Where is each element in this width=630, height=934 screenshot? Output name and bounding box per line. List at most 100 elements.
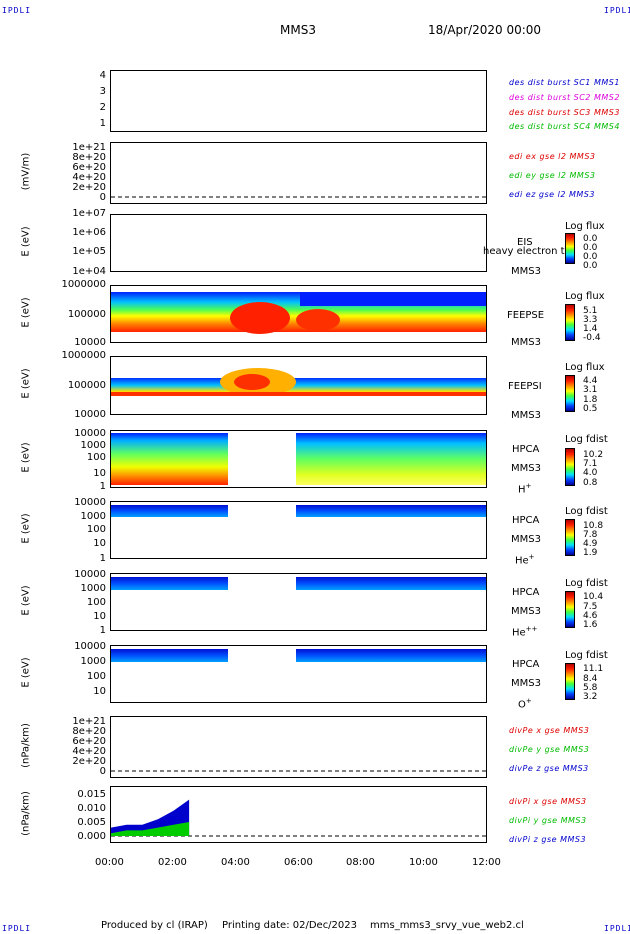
panel-2-frame [110,142,487,204]
x-tick-label: 06:00 [284,857,313,868]
p7-tick: 10000 [74,497,106,508]
p1-tick: 3 [99,86,106,97]
p3-colorbar-value: 0.0 [583,234,598,244]
p9-tick: 10 [93,686,106,697]
p6-species-charge: + [525,482,532,490]
p6-instrument-label: HPCA [512,444,540,455]
p8-tick: 10 [93,611,106,622]
p7-colorbar-value: 4.9 [583,539,598,549]
p8-species-label: He++ [512,625,537,638]
divpi-series-area [111,822,190,836]
p3-tick: 1e+07 [72,208,106,219]
corner-label-bl: IPDLI [2,924,32,933]
x-tick-label: 04:00 [221,857,250,868]
p5-colorbar-value: 3.1 [583,385,598,395]
p10-legend-entry: divPe x gse MMS3 [509,726,590,735]
p7-colorbar-value: 10.8 [583,521,604,531]
p9-colorbar-value: 11.1 [583,664,604,674]
p3-spacecraft-label: MMS3 [511,266,541,277]
datetime-title: 18/Apr/2020 00:00 [428,23,542,37]
p10-legend-entry: divPe z gse MMS3 [509,764,589,773]
p8-colorbar-title: Log fdist [565,578,608,589]
p3-instrument-label: EIS [517,237,533,248]
p7-species-name: He [515,555,529,567]
p8-instrument-label: HPCA [512,587,540,598]
p9-colorbar [565,663,575,700]
p4-tick: 1000000 [61,279,106,290]
p2-tick: 0 [99,192,106,203]
p1-tick: 1 [99,118,106,129]
p1-legend-entry: des dist burst SC4 MMS4 [509,122,620,131]
p5-tick: 10000 [74,409,106,420]
hpca-h-spectrogram-seg2 [296,433,486,485]
p5-instrument-label: FEEPSI [508,381,542,392]
x-tick-label: 02:00 [158,857,187,868]
p3-tick: 1e+06 [72,227,106,238]
p2-tick: 2e+20 [72,182,106,193]
hpca-heplus-band-seg1 [111,505,228,517]
p11-tick: 0.005 [77,817,106,828]
p4-colorbar-value: 5.1 [583,306,598,316]
panel-10-frame [110,716,487,778]
p9-species-charge: + [525,697,532,705]
p5-spacecraft-label: MMS3 [511,410,541,421]
p8-tick: 1000 [80,583,106,594]
p1-tick: 2 [99,102,106,113]
p8-colorbar [565,591,575,628]
p9-colorbar-value: 3.2 [583,692,598,702]
p10-tick: 0 [99,766,106,777]
corner-label-tr: IPDLI [604,6,630,15]
p4-colorbar-value: 1.4 [583,324,598,334]
p8-colorbar-value: 4.6 [583,611,598,621]
p7-tick: 10 [93,538,106,549]
p6-tick: 1000 [80,440,106,451]
p8-species-name: He [512,627,526,639]
p6-spacecraft-label: MMS3 [511,463,541,474]
p9-species-name: O [518,699,526,711]
p6-colorbar [565,448,575,486]
p11-tick: 0.000 [77,831,106,842]
hpca-heplusplus-band-seg2 [296,577,486,590]
p8-spacecraft-label: MMS3 [511,606,541,617]
p2-legend-entry: edi ez gse l2 MMS3 [509,190,595,199]
p7-colorbar-value: 7.8 [583,530,598,540]
p4-colorbar [565,304,575,341]
p5-tick: 1000000 [61,350,106,361]
hpca-heplus-band-seg2 [296,505,486,517]
p6-tick: 100 [86,452,106,463]
p3-overlay-text: heavy electron to [483,246,571,257]
p6-tick: 10 [93,468,106,479]
x-tick-label: 00:00 [95,857,124,868]
p3-tick: 1e+05 [72,246,106,257]
p6-species-name: H [518,484,526,496]
p7-tick: 1 [99,553,106,564]
p7-instrument-label: HPCA [512,515,540,526]
p1-legend-entry: des dist burst SC3 MMS3 [509,108,620,117]
p10-legend-entry: divPe y gse MMS3 [509,745,590,754]
p2-tick: 8e+20 [72,152,106,163]
p5-colorbar [565,375,575,412]
p6-species-label: H+ [518,482,531,495]
hpca-heplusplus-band-seg1 [111,577,228,590]
feepsi-low-energy-band [111,392,486,396]
p11-tick: 0.010 [77,803,106,814]
p1-legend-entry: des dist burst SC2 MMS2 [509,93,620,102]
p8-tick: 100 [86,597,106,608]
panel-1-frame [110,70,487,132]
p1-legend-entry: des dist burst SC1 MMS1 [509,78,620,87]
x-tick-label: 08:00 [346,857,375,868]
p6-colorbar-value: 0.8 [583,478,598,488]
p8-species-charge: ++ [525,625,538,633]
panel-3-frame [110,214,487,272]
p10-tick: 8e+20 [72,726,106,737]
p5-colorbar-value: 1.8 [583,395,598,405]
corner-label-br: IPDLI [604,924,630,933]
hpca-h-spectrogram-seg1 [111,433,228,485]
hpca-oplus-band-seg2 [296,649,486,662]
p2-legend-entry: edi ex gse l2 MMS3 [509,152,596,161]
p4-tick: 10000 [74,337,106,348]
p11-legend-entry: divPi x gse MMS3 [509,797,587,806]
p7-tick: 1000 [80,511,106,522]
feepsi-spectrogram [111,378,486,396]
